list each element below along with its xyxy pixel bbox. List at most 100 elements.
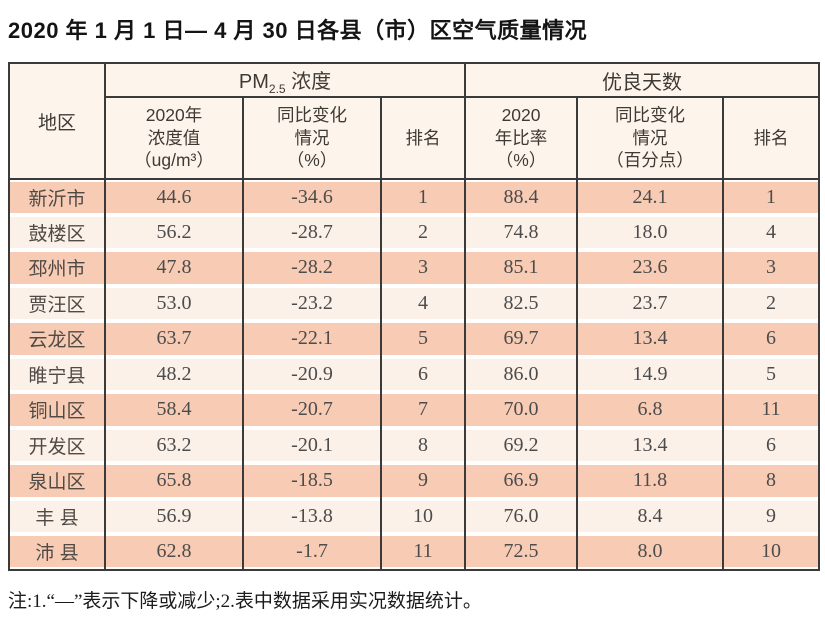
cell-good-rate: 86.0 (464, 356, 578, 392)
cell-good-rank: 1 (722, 179, 820, 215)
table-row: 邳州市 47.8 -28.2 3 85.1 23.6 3 (8, 250, 820, 286)
table-row: 睢宁县 48.2 -20.9 6 86.0 14.9 5 (8, 356, 820, 392)
cell-good-change: 14.9 (576, 356, 724, 392)
cell-good-rate: 69.7 (464, 321, 578, 357)
cell-good-rank: 9 (722, 498, 820, 534)
cell-good-rank: 4 (722, 214, 820, 250)
cell-pm-value: 56.9 (104, 498, 243, 534)
cell-pm-value: 63.7 (104, 321, 243, 357)
cell-good-rank: 6 (722, 321, 820, 357)
pm25-label-prefix: PM (238, 70, 269, 93)
pm25-label-suffix: 浓度 (285, 70, 332, 93)
page-title: 2020 年 1 月 1 日— 4 月 30 日各县（市）区空气质量情况 (8, 18, 588, 43)
cell-pm-rank: 8 (379, 427, 466, 463)
cell-pm-rank: 4 (379, 285, 466, 321)
cell-pm-value: 48.2 (104, 356, 243, 392)
group-header-row: 地区 PM2.5 浓度 优良天数 (8, 63, 820, 180)
subheader-good-rank: 排名 (722, 97, 820, 180)
cell-good-rate: 76.0 (464, 498, 578, 534)
cell-good-change: 8.4 (576, 498, 724, 534)
col-header-region: 地区 (8, 63, 105, 180)
cell-pm-change: -22.1 (242, 321, 381, 357)
table-row: 开发区 63.2 -20.1 8 69.2 13.4 6 (8, 427, 820, 463)
subheader-good-rate: 2020 年比率 （%） (464, 97, 578, 180)
air-quality-table: 地区 PM2.5 浓度 优良天数 2020年 浓度值 （ug/m³） 同比变化 情况 （%… (8, 62, 821, 571)
table-row: 贾汪区 53.0 -23.2 4 82.5 23.7 2 (8, 285, 820, 321)
cell-pm-change: -13.8 (242, 498, 381, 534)
cell-good-change: 11.8 (576, 463, 724, 499)
cell-pm-rank: 10 (379, 498, 466, 534)
cell-pm-rank: 3 (379, 250, 466, 286)
cell-pm-rank: 2 (379, 214, 466, 250)
cell-region: 泉山区 (8, 463, 105, 499)
cell-pm-change: -23.2 (242, 285, 381, 321)
cell-region: 贾汪区 (8, 285, 105, 321)
cell-region: 丰 县 (8, 498, 105, 534)
cell-pm-change: -28.7 (242, 214, 381, 250)
table-header: 地区 PM2.5 浓度 优良天数 2020年 浓度值 （ug/m³） 同比变化 情况 （%… (8, 63, 820, 180)
subheader-pm-value: 2020年 浓度值 （ug/m³） (104, 97, 243, 180)
cell-good-rank: 6 (722, 427, 820, 463)
table-row: 沛 县 62.8 -1.7 11 72.5 8.0 10 (8, 534, 820, 570)
cell-region: 睢宁县 (8, 356, 105, 392)
table-row: 新沂市 44.6 -34.6 1 88.4 24.1 1 (8, 179, 820, 215)
table-row: 云龙区 63.7 -22.1 5 69.7 13.4 6 (8, 321, 820, 357)
cell-pm-rank: 5 (379, 321, 466, 357)
cell-pm-value: 58.4 (104, 392, 243, 428)
table-row: 泉山区 65.8 -18.5 9 66.9 11.8 8 (8, 463, 820, 499)
cell-good-rate: 74.8 (464, 214, 578, 250)
cell-pm-rank: 6 (379, 356, 466, 392)
cell-good-rate: 72.5 (464, 534, 578, 570)
cell-good-change: 24.1 (576, 179, 724, 215)
cell-pm-value: 62.8 (104, 534, 243, 570)
cell-good-change: 13.4 (576, 427, 724, 463)
cell-pm-value: 53.0 (104, 285, 243, 321)
cell-good-change: 23.6 (576, 250, 724, 286)
cell-good-rate: 66.9 (464, 463, 578, 499)
cell-good-rank: 2 (722, 285, 820, 321)
cell-good-rank: 8 (722, 463, 820, 499)
footnote: 注:1.“—”表示下降或减少;2.表中数据采用实况数据统计。 (8, 590, 482, 612)
table-row: 鼓楼区 56.2 -28.7 2 74.8 18.0 4 (8, 214, 820, 250)
cell-good-change: 13.4 (576, 321, 724, 357)
table-row: 铜山区 58.4 -20.7 7 70.0 6.8 11 (8, 392, 820, 428)
subheader-row: 2020年 浓度值 （ug/m³） 同比变化 情况 （%） 排名 2020 年比率 （%） 同比变化… (9, 97, 820, 180)
cell-pm-change: -20.1 (242, 427, 381, 463)
cell-pm-rank: 11 (379, 534, 466, 570)
cell-pm-value: 56.2 (104, 214, 243, 250)
cell-pm-change: -34.6 (242, 179, 381, 215)
cell-good-rank: 11 (722, 392, 820, 428)
cell-region: 云龙区 (8, 321, 105, 357)
cell-good-rank: 5 (722, 356, 820, 392)
cell-pm-change: -20.7 (242, 392, 381, 428)
cell-pm-value: 63.2 (104, 427, 243, 463)
cell-region: 铜山区 (8, 392, 105, 428)
table-row: 丰 县 56.9 -13.8 10 76.0 8.4 9 (8, 498, 820, 534)
table-body: 新沂市 44.6 -34.6 1 88.4 24.1 1 鼓楼区 56.2 -28.7 2 74.8 1… (8, 179, 820, 570)
cell-pm-rank: 1 (379, 179, 466, 215)
cell-good-change: 8.0 (576, 534, 724, 570)
cell-pm-change: -20.9 (242, 356, 381, 392)
cell-good-rank: 10 (722, 534, 820, 570)
cell-pm-change: -1.7 (242, 534, 381, 570)
subheader-pm-change: 同比变化 情况 （%） (242, 97, 381, 180)
cell-pm-value: 65.8 (104, 463, 243, 499)
cell-good-rate: 82.5 (464, 285, 578, 321)
cell-good-change: 6.8 (576, 392, 724, 428)
cell-pm-rank: 7 (379, 392, 466, 428)
cell-good-rank: 3 (722, 250, 820, 286)
cell-region: 邳州市 (8, 250, 105, 286)
cell-pm-change: -28.2 (242, 250, 381, 286)
cell-region: 鼓楼区 (8, 214, 105, 250)
cell-good-change: 18.0 (576, 214, 724, 250)
cell-pm-value: 47.8 (104, 250, 243, 286)
pm25-subscript: 2.5 (268, 81, 286, 96)
cell-good-change: 23.7 (576, 285, 724, 321)
col-group-pm25: PM2.5 浓度 (103, 63, 466, 98)
subheader-pm-rank: 排名 (379, 97, 466, 180)
cell-good-rate: 85.1 (464, 250, 578, 286)
cell-good-rate: 69.2 (464, 427, 578, 463)
cell-pm-change: -18.5 (242, 463, 381, 499)
cell-region: 新沂市 (8, 179, 105, 215)
cell-region: 沛 县 (8, 534, 105, 570)
